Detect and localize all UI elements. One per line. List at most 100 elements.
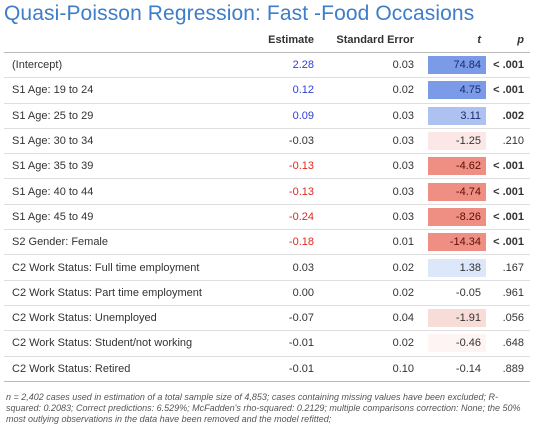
table-row: (Intercept) 2.28 0.03 74.84 < .001 [4,52,530,79]
standard-error-value: 0.04 [320,305,420,332]
estimate-value: -0.03 [240,128,320,155]
regression-table: Estimate Standard Error t p (Intercept) 2… [4,28,530,382]
row-label: S1 Age: 35 to 39 [4,153,240,180]
t-value-cell: -1.91 [420,305,492,332]
t-value: 74.84 [428,56,486,75]
standard-error-value: 0.03 [320,204,420,231]
t-value-cell: -0.05 [420,280,492,306]
estimate-value: -0.01 [240,356,320,382]
footnote: n = 2,402 cases used in estimation of a … [6,392,521,424]
table-row: C2 Work Status: Retired -0.01 0.10 -0.14 .88… [4,356,530,382]
p-value: < .001 [492,229,530,256]
standard-error-value: 0.02 [320,280,420,306]
table-row: S2 Gender: Female -0.18 0.01 -14.34 < .001 [4,229,530,256]
table-row: S1 Age: 40 to 44 -0.13 0.03 -4.74 < .001 [4,178,530,205]
estimate-value: -0.13 [240,153,320,180]
p-value: .167 [492,254,530,281]
row-label: S1 Age: 19 to 24 [4,77,240,104]
t-value: -4.74 [428,182,486,201]
t-value-cell: 74.84 [420,52,492,79]
row-label: C2 Work Status: Student/not working [4,330,240,357]
estimate-value: 0.00 [240,280,320,306]
table-row: S1 Age: 30 to 34 -0.03 0.03 -1.25 .210 [4,128,530,155]
table-row: C2 Work Status: Full time employment 0.03… [4,254,530,281]
t-value-cell: -0.46 [420,330,492,357]
t-value: -0.14 [428,359,486,378]
table-row: C2 Work Status: Part time employment 0.00… [4,280,530,306]
t-value: -14.34 [428,233,486,252]
t-value-cell: -1.25 [420,128,492,155]
t-value-cell: -4.62 [420,153,492,180]
row-label: S1 Age: 30 to 34 [4,128,240,155]
estimate-value: 0.12 [240,77,320,104]
row-label: S1 Age: 25 to 29 [4,103,240,129]
standard-error-value: 0.02 [320,330,420,357]
estimate-value: 0.09 [240,103,320,129]
table-row: C2 Work Status: Student/not working -0.01… [4,330,530,357]
p-value: .056 [492,305,530,332]
estimate-value: -0.24 [240,204,320,231]
standard-error-value: 0.03 [320,52,420,79]
standard-error-value: 0.10 [320,356,420,382]
standard-error-value: 0.03 [320,103,420,129]
t-value: -1.91 [428,309,486,328]
estimate-value: 0.03 [240,254,320,281]
standard-error-value: 0.02 [320,254,420,281]
t-value: -0.46 [428,334,486,353]
standard-error-value: 0.02 [320,77,420,104]
row-label: (Intercept) [4,52,240,79]
estimate-value: -0.07 [240,305,320,332]
table-row: S1 Age: 35 to 39 -0.13 0.03 -4.62 < .001 [4,153,530,180]
table-row: S1 Age: 45 to 49 -0.24 0.03 -8.26 < .001 [4,204,530,231]
t-value: -1.25 [428,132,486,151]
p-value: < .001 [492,52,530,79]
table-header-row: Estimate Standard Error t p [4,28,530,53]
standard-error-value: 0.03 [320,153,420,180]
row-label: S1 Age: 40 to 44 [4,178,240,205]
row-label: S2 Gender: Female [4,229,240,256]
table-row: S1 Age: 19 to 24 0.12 0.02 4.75 < .001 [4,77,530,104]
row-label: C2 Work Status: Full time employment [4,254,240,281]
estimate-value: -0.18 [240,229,320,256]
t-value: 4.75 [428,81,486,100]
t-value-cell: -0.14 [420,356,492,382]
table-body: (Intercept) 2.28 0.03 74.84 < .001 S1 Age: 19… [4,52,530,382]
t-value-cell: 1.38 [420,254,492,281]
standard-error-value: 0.01 [320,229,420,256]
p-value: < .001 [492,77,530,104]
p-value: < .001 [492,204,530,231]
t-value: -0.05 [428,283,486,302]
table-row: S1 Age: 25 to 29 0.09 0.03 3.11 .002 [4,103,530,129]
header-estimate: Estimate [240,28,320,53]
row-label: S1 Age: 45 to 49 [4,204,240,231]
estimate-value: 2.28 [240,52,320,79]
estimate-value: -0.01 [240,330,320,357]
t-value: 1.38 [428,258,486,277]
t-value-cell: 3.11 [420,103,492,129]
p-value: < .001 [492,178,530,205]
estimate-value: -0.13 [240,178,320,205]
page-title: Quasi-Poisson Regression: Fast -Food Occ… [4,2,475,25]
t-value: 3.11 [428,106,486,125]
t-value-cell: -8.26 [420,204,492,231]
table-row: C2 Work Status: Unemployed -0.07 0.04 -1.91… [4,305,530,332]
header-p: p [492,28,530,53]
header-standard-error: Standard Error [320,28,420,53]
row-label: C2 Work Status: Part time employment [4,280,240,306]
t-value-cell: -4.74 [420,178,492,205]
p-value: .002 [492,103,530,129]
t-value: -4.62 [428,157,486,176]
row-label: C2 Work Status: Unemployed [4,305,240,332]
p-value: .210 [492,128,530,155]
t-value-cell: 4.75 [420,77,492,104]
standard-error-value: 0.03 [320,178,420,205]
header-t: t [420,28,492,53]
row-label: C2 Work Status: Retired [4,356,240,382]
p-value: .961 [492,280,530,306]
p-value: < .001 [492,153,530,180]
p-value: .648 [492,330,530,357]
header-label [4,28,240,53]
p-value: .889 [492,356,530,382]
t-value: -8.26 [428,207,486,226]
